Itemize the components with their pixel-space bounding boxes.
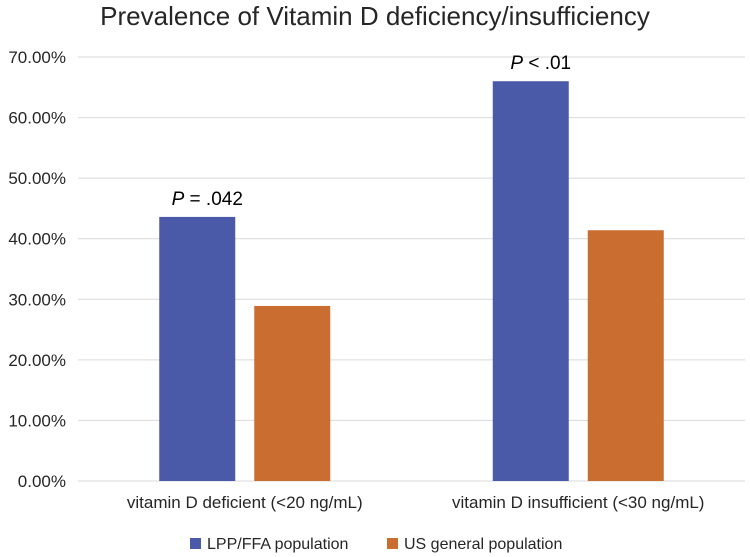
legend-swatch xyxy=(190,538,201,549)
chart-title: Prevalence of Vitamin D deficiency/insuf… xyxy=(100,1,650,31)
y-tick-label: 30.00% xyxy=(8,290,66,309)
legend-label: LPP/FFA population xyxy=(207,536,348,553)
x-category-label: vitamin D deficient (<20 ng/mL) xyxy=(127,493,363,512)
p-value-annotation: P < .01 xyxy=(510,53,571,74)
bar-us-general-deficient xyxy=(254,305,331,481)
y-tick-label: 40.00% xyxy=(8,230,66,249)
p-value-annotation: P = .042 xyxy=(172,189,243,210)
legend-swatch xyxy=(387,538,398,549)
y-tick-label: 10.00% xyxy=(8,411,66,430)
x-category-label: vitamin D insufficient (<30 ng/mL) xyxy=(452,493,704,512)
y-tick-label: 70.00% xyxy=(8,48,66,67)
bar-us-general-insufficient xyxy=(587,230,664,481)
y-tick-label: 50.00% xyxy=(8,169,66,188)
bar-lpp-ffa-deficient xyxy=(159,216,236,481)
bar-lpp-ffa-insufficient xyxy=(492,81,569,481)
y-tick-label: 0.00% xyxy=(18,472,66,491)
legend-label: US general population xyxy=(404,536,562,553)
y-tick-label: 60.00% xyxy=(8,109,66,128)
y-tick-label: 20.00% xyxy=(8,351,66,370)
